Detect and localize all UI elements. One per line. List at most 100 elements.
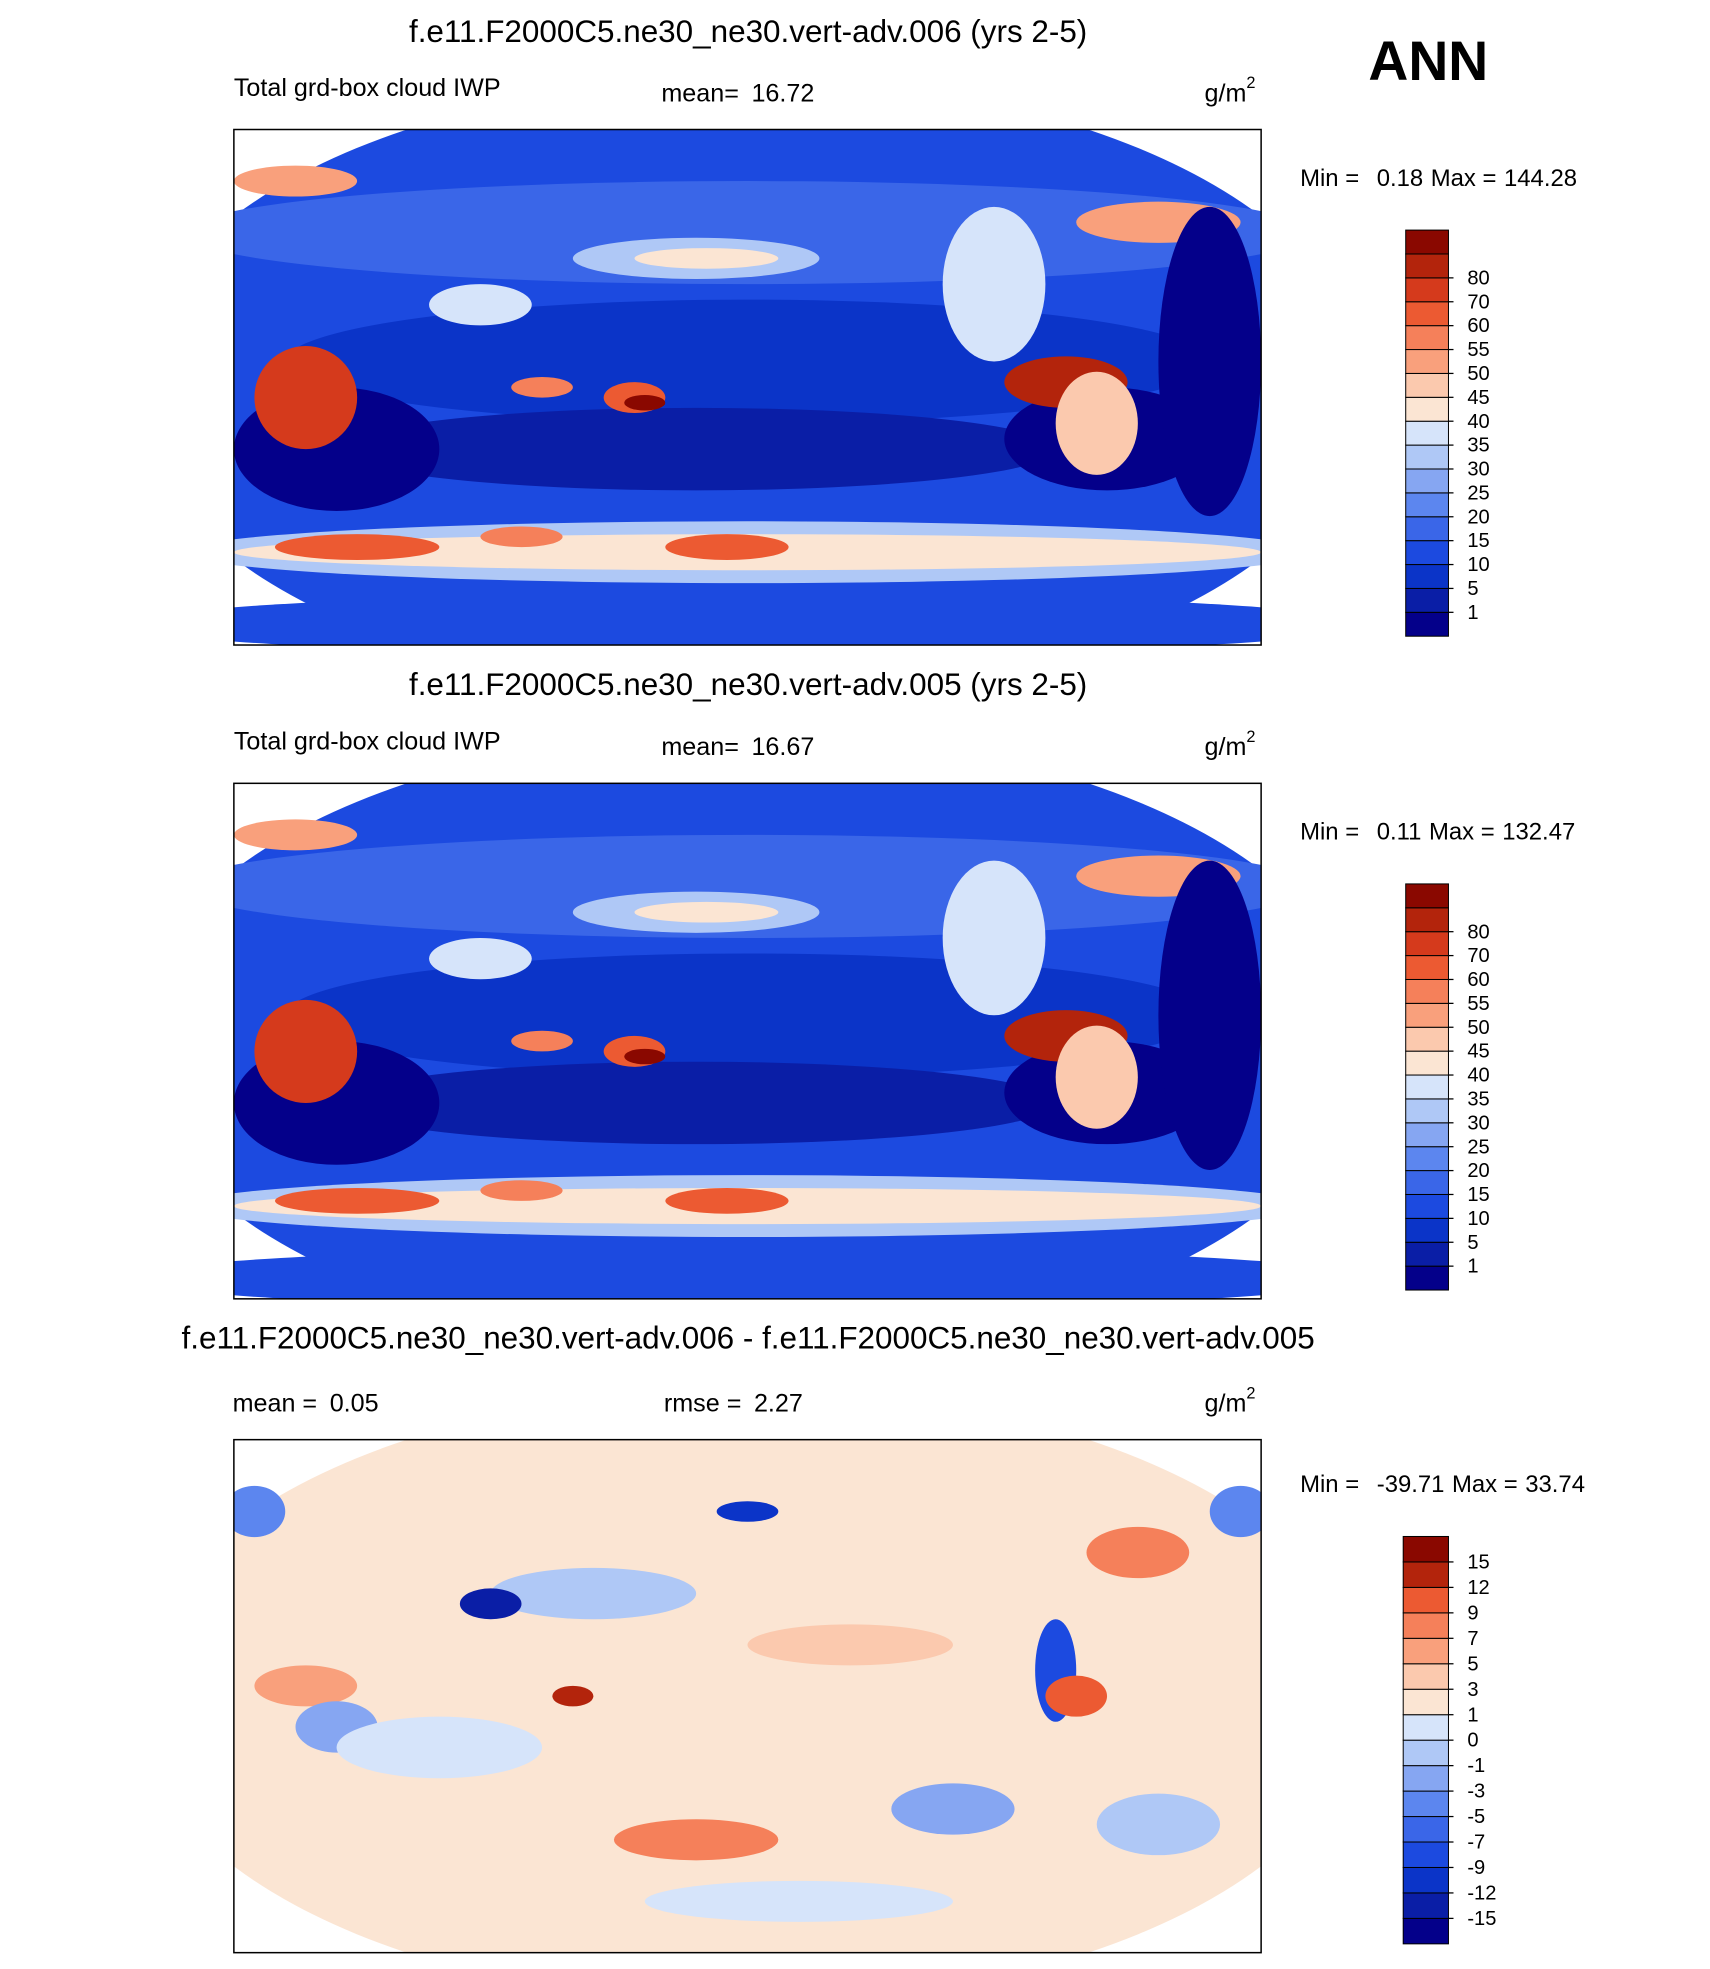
colorbar-box: [1405, 492, 1449, 518]
colorbar-box: [1402, 1765, 1449, 1792]
map-frame: [233, 128, 1262, 646]
colorbar-label: 5: [1467, 578, 1478, 600]
field-blob: [274, 534, 440, 560]
min-max: Min = 0.11 Max = 132.47: [1300, 819, 1575, 846]
colorbar-label: 15: [1467, 530, 1489, 552]
colorbar-box: [1405, 955, 1449, 980]
max-value: 33.74: [1525, 1471, 1585, 1498]
min-max: Min = -39.71 Max = 33.74: [1300, 1471, 1585, 1498]
field-blob: [1045, 1675, 1108, 1717]
colorbar-label: 10: [1467, 1208, 1489, 1230]
colorbar-label: 60: [1467, 315, 1489, 337]
colorbar-label: -5: [1467, 1806, 1485, 1828]
colorbar-box: [1402, 1917, 1449, 1945]
colorbar-box: [1405, 1122, 1449, 1148]
colorbar-label: -1: [1467, 1755, 1485, 1777]
field-blob: [891, 1783, 1015, 1835]
colorbar-label: -15: [1467, 1908, 1496, 1930]
field-blob: [233, 165, 358, 197]
colorbar-box: [1405, 1002, 1449, 1028]
colorbar-label: 45: [1467, 387, 1489, 409]
map-field: [233, 129, 1262, 646]
colorbar-label: 55: [1467, 339, 1489, 361]
units-text: g/m: [1205, 733, 1247, 761]
field-blob: [511, 1030, 573, 1052]
map-field: [233, 783, 1262, 1299]
field-blob: [1158, 206, 1262, 517]
field-blob: [1209, 1485, 1262, 1538]
colorbar-box: [1405, 444, 1449, 470]
colorbar-label: 70: [1467, 291, 1489, 313]
stat: rmse = 2.27: [664, 1389, 803, 1417]
max-label: Max =: [1429, 819, 1495, 846]
colorbar-box: [1405, 1217, 1449, 1243]
field-blob: [233, 1485, 286, 1538]
colorbar-label: 30: [1467, 459, 1489, 481]
max-label: Max =: [1431, 165, 1497, 192]
colorbar-box: [1402, 1841, 1449, 1868]
colorbar-label: 3: [1467, 1679, 1478, 1701]
colorbar-label: 5: [1467, 1653, 1478, 1675]
colorbar-box: [1405, 1170, 1449, 1195]
field-blob: [1158, 860, 1262, 1170]
colorbar-label: 25: [1467, 1136, 1489, 1158]
units-sup: 2: [1246, 75, 1255, 93]
colorbar-box: [1405, 587, 1449, 613]
colorbar-box: [1405, 931, 1449, 957]
field-blob: [336, 1061, 1056, 1145]
colorbar-box: [1405, 883, 1449, 909]
min-max: Min = 0.18 Max = 144.28: [1300, 165, 1577, 192]
field-blob: [511, 376, 573, 398]
min-label: Min =: [1300, 819, 1359, 846]
min-label: Min =: [1300, 1471, 1359, 1498]
field-blob: [429, 937, 532, 980]
colorbar-box: [1402, 1739, 1449, 1767]
colorbar-box: [1405, 349, 1449, 374]
units-sup: 2: [1246, 1385, 1255, 1403]
colorbar-box: [1405, 1193, 1449, 1219]
stat-label: mean=: [661, 733, 739, 761]
colorbar-box: [1405, 907, 1449, 933]
colorbar-label: 20: [1467, 1160, 1489, 1182]
field-blob: [665, 1188, 789, 1214]
min-value: -39.71: [1377, 1471, 1445, 1498]
colorbar-box: [1402, 1790, 1449, 1818]
field-blob: [1055, 1025, 1138, 1129]
colorbar-box: [1405, 396, 1449, 422]
field-blob: [233, 819, 358, 851]
colorbar-box: [1402, 1612, 1449, 1639]
colorbar-box: [1405, 564, 1449, 589]
colorbar-label: 50: [1467, 363, 1489, 385]
map-frame: [233, 782, 1262, 1300]
stat-label: mean=: [661, 79, 739, 107]
field-blob: [552, 1685, 594, 1707]
colorbar-label: 40: [1467, 411, 1489, 433]
colorbar-box: [1405, 325, 1449, 351]
field-blob: [254, 1665, 358, 1707]
colorbar-box: [1405, 516, 1449, 542]
field-blob: [274, 1188, 440, 1214]
colorbar-box: [1405, 253, 1449, 279]
field-blob: [624, 1048, 666, 1065]
field-blob: [336, 407, 1056, 491]
panel-subtitle: Total grd-box cloud IWP: [234, 74, 501, 102]
colorbar-box: [1405, 301, 1449, 327]
colorbar-label: -12: [1467, 1883, 1496, 1905]
field-blob: [429, 284, 532, 326]
colorbar-label: 35: [1467, 1088, 1489, 1110]
field-blob: [634, 901, 779, 923]
colorbar-box: [1405, 540, 1449, 566]
field-blob: [624, 394, 666, 411]
colorbar-label: 0: [1467, 1730, 1478, 1752]
field-blob: [665, 534, 789, 560]
colorbar-box: [1405, 229, 1449, 255]
colorbar-label: 60: [1467, 969, 1489, 991]
colorbar-label: 70: [1467, 945, 1489, 967]
colorbar-label: 9: [1467, 1602, 1478, 1624]
colorbar-box: [1405, 1050, 1449, 1076]
panel-title: f.e11.F2000C5.ne30_ne30.vert-adv.006 - f…: [182, 1321, 1315, 1356]
field-blob: [459, 1588, 522, 1620]
min-label: Min =: [1300, 165, 1359, 192]
colorbar-box: [1402, 1586, 1449, 1614]
